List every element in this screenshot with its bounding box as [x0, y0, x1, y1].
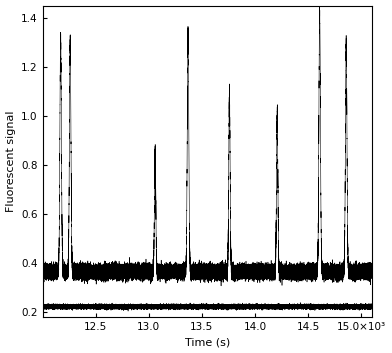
X-axis label: Time (s): Time (s)	[185, 337, 230, 347]
Y-axis label: Fluorescent signal: Fluorescent signal	[5, 110, 16, 212]
